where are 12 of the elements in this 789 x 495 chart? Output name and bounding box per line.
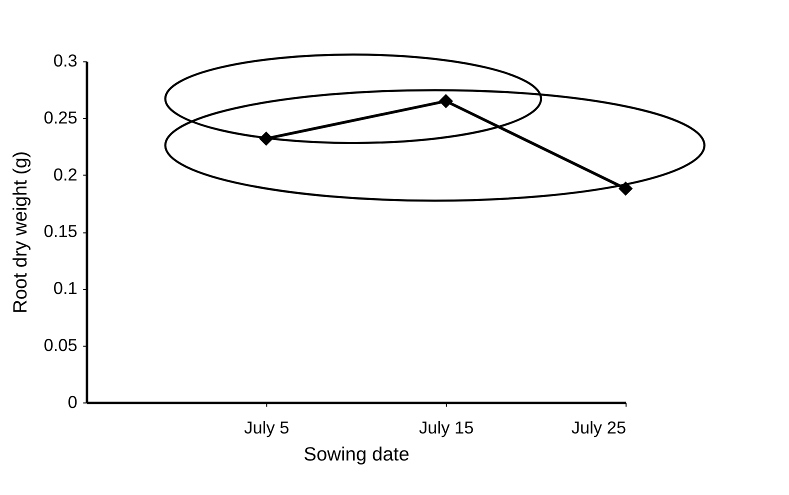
x-tick-label: July 25 (571, 418, 626, 438)
y-tick-label: 0.05 (44, 334, 78, 355)
y-tick-label: 0 (68, 392, 78, 412)
x-tick-label: July 15 (419, 418, 474, 438)
y-tick-label: 0.25 (44, 107, 78, 128)
x-tick-label: July 5 (244, 418, 290, 438)
y-tick-label: 0.2 (53, 164, 78, 184)
y-axis-title: Root dry weight (g) (10, 151, 32, 314)
y-tick-label: 0.1 (53, 278, 78, 298)
x-axis-title: Sowing date (304, 444, 410, 466)
y-tick-label: 0.3 (53, 50, 78, 71)
y-tick-label: 0.15 (44, 221, 78, 242)
